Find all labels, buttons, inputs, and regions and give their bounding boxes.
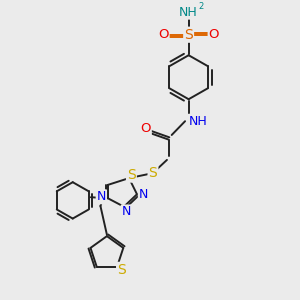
Text: NH: NH — [189, 115, 208, 128]
Text: 2: 2 — [198, 2, 203, 11]
Text: O: O — [158, 28, 169, 41]
Text: NH: NH — [179, 6, 197, 19]
Text: S: S — [127, 168, 136, 182]
Text: N: N — [97, 190, 106, 203]
Text: O: O — [209, 28, 219, 41]
Text: N: N — [122, 206, 131, 218]
Text: S: S — [117, 263, 126, 277]
Text: S: S — [148, 166, 157, 180]
Text: S: S — [184, 28, 193, 42]
Text: N: N — [139, 188, 148, 201]
Text: O: O — [140, 122, 151, 135]
